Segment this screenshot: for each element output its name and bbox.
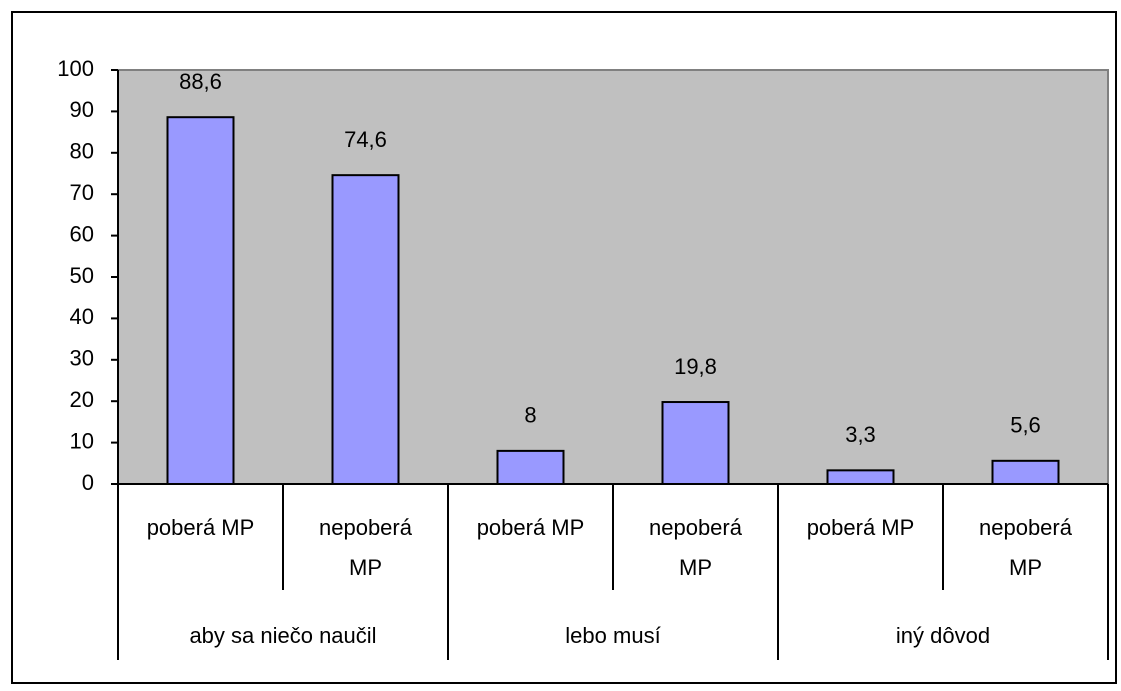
bar	[166, 116, 235, 485]
bar	[661, 401, 730, 486]
x-tick-label-box: nepoberá MP	[319, 515, 412, 580]
plot-area	[117, 69, 1109, 485]
data-label: 74,6	[344, 127, 387, 152]
bar	[331, 174, 400, 485]
y-tick-label: 50	[70, 263, 94, 288]
x-tick-label: poberá MP	[476, 515, 585, 540]
data-label: 19,8	[674, 354, 717, 379]
bar	[826, 469, 895, 486]
y-tick-label: 100	[57, 56, 94, 81]
y-tick-label: 20	[70, 387, 94, 412]
x-tick-label: poberá MP	[146, 515, 255, 540]
y-tick-label: 70	[70, 180, 94, 205]
y-tick-label: 40	[70, 304, 94, 329]
x-tick-label: poberá MP	[806, 515, 915, 540]
group-label: iný dôvod	[896, 623, 990, 648]
y-tick-label: 30	[70, 346, 94, 371]
y-tick-label: 90	[70, 97, 94, 122]
group-label: aby sa niečo naučil	[189, 623, 376, 648]
data-label: 88,6	[179, 69, 222, 94]
x-tick-label: nepoberá MP	[319, 515, 412, 580]
y-tick-label: 80	[70, 139, 94, 164]
x-tick-label-box: poberá MP	[806, 515, 915, 540]
x-tick-label: nepoberá MP	[649, 515, 742, 580]
bar	[496, 449, 565, 486]
bar	[991, 459, 1060, 486]
data-label: 5,6	[1010, 413, 1041, 438]
y-tick-label: 60	[70, 221, 94, 246]
x-tick-label-box: poberá MP	[146, 515, 255, 540]
group-label: lebo musí	[565, 623, 660, 648]
x-tick-label: nepoberá MP	[979, 515, 1072, 580]
x-tick-label-box: poberá MP	[476, 515, 585, 540]
data-label: 3,3	[845, 422, 876, 447]
y-tick-label: 0	[82, 470, 94, 495]
x-tick-label-box: nepoberá MP	[649, 515, 742, 580]
y-tick-label: 10	[70, 428, 94, 453]
data-label: 8	[524, 403, 536, 428]
x-tick-label-box: nepoberá MP	[979, 515, 1072, 580]
